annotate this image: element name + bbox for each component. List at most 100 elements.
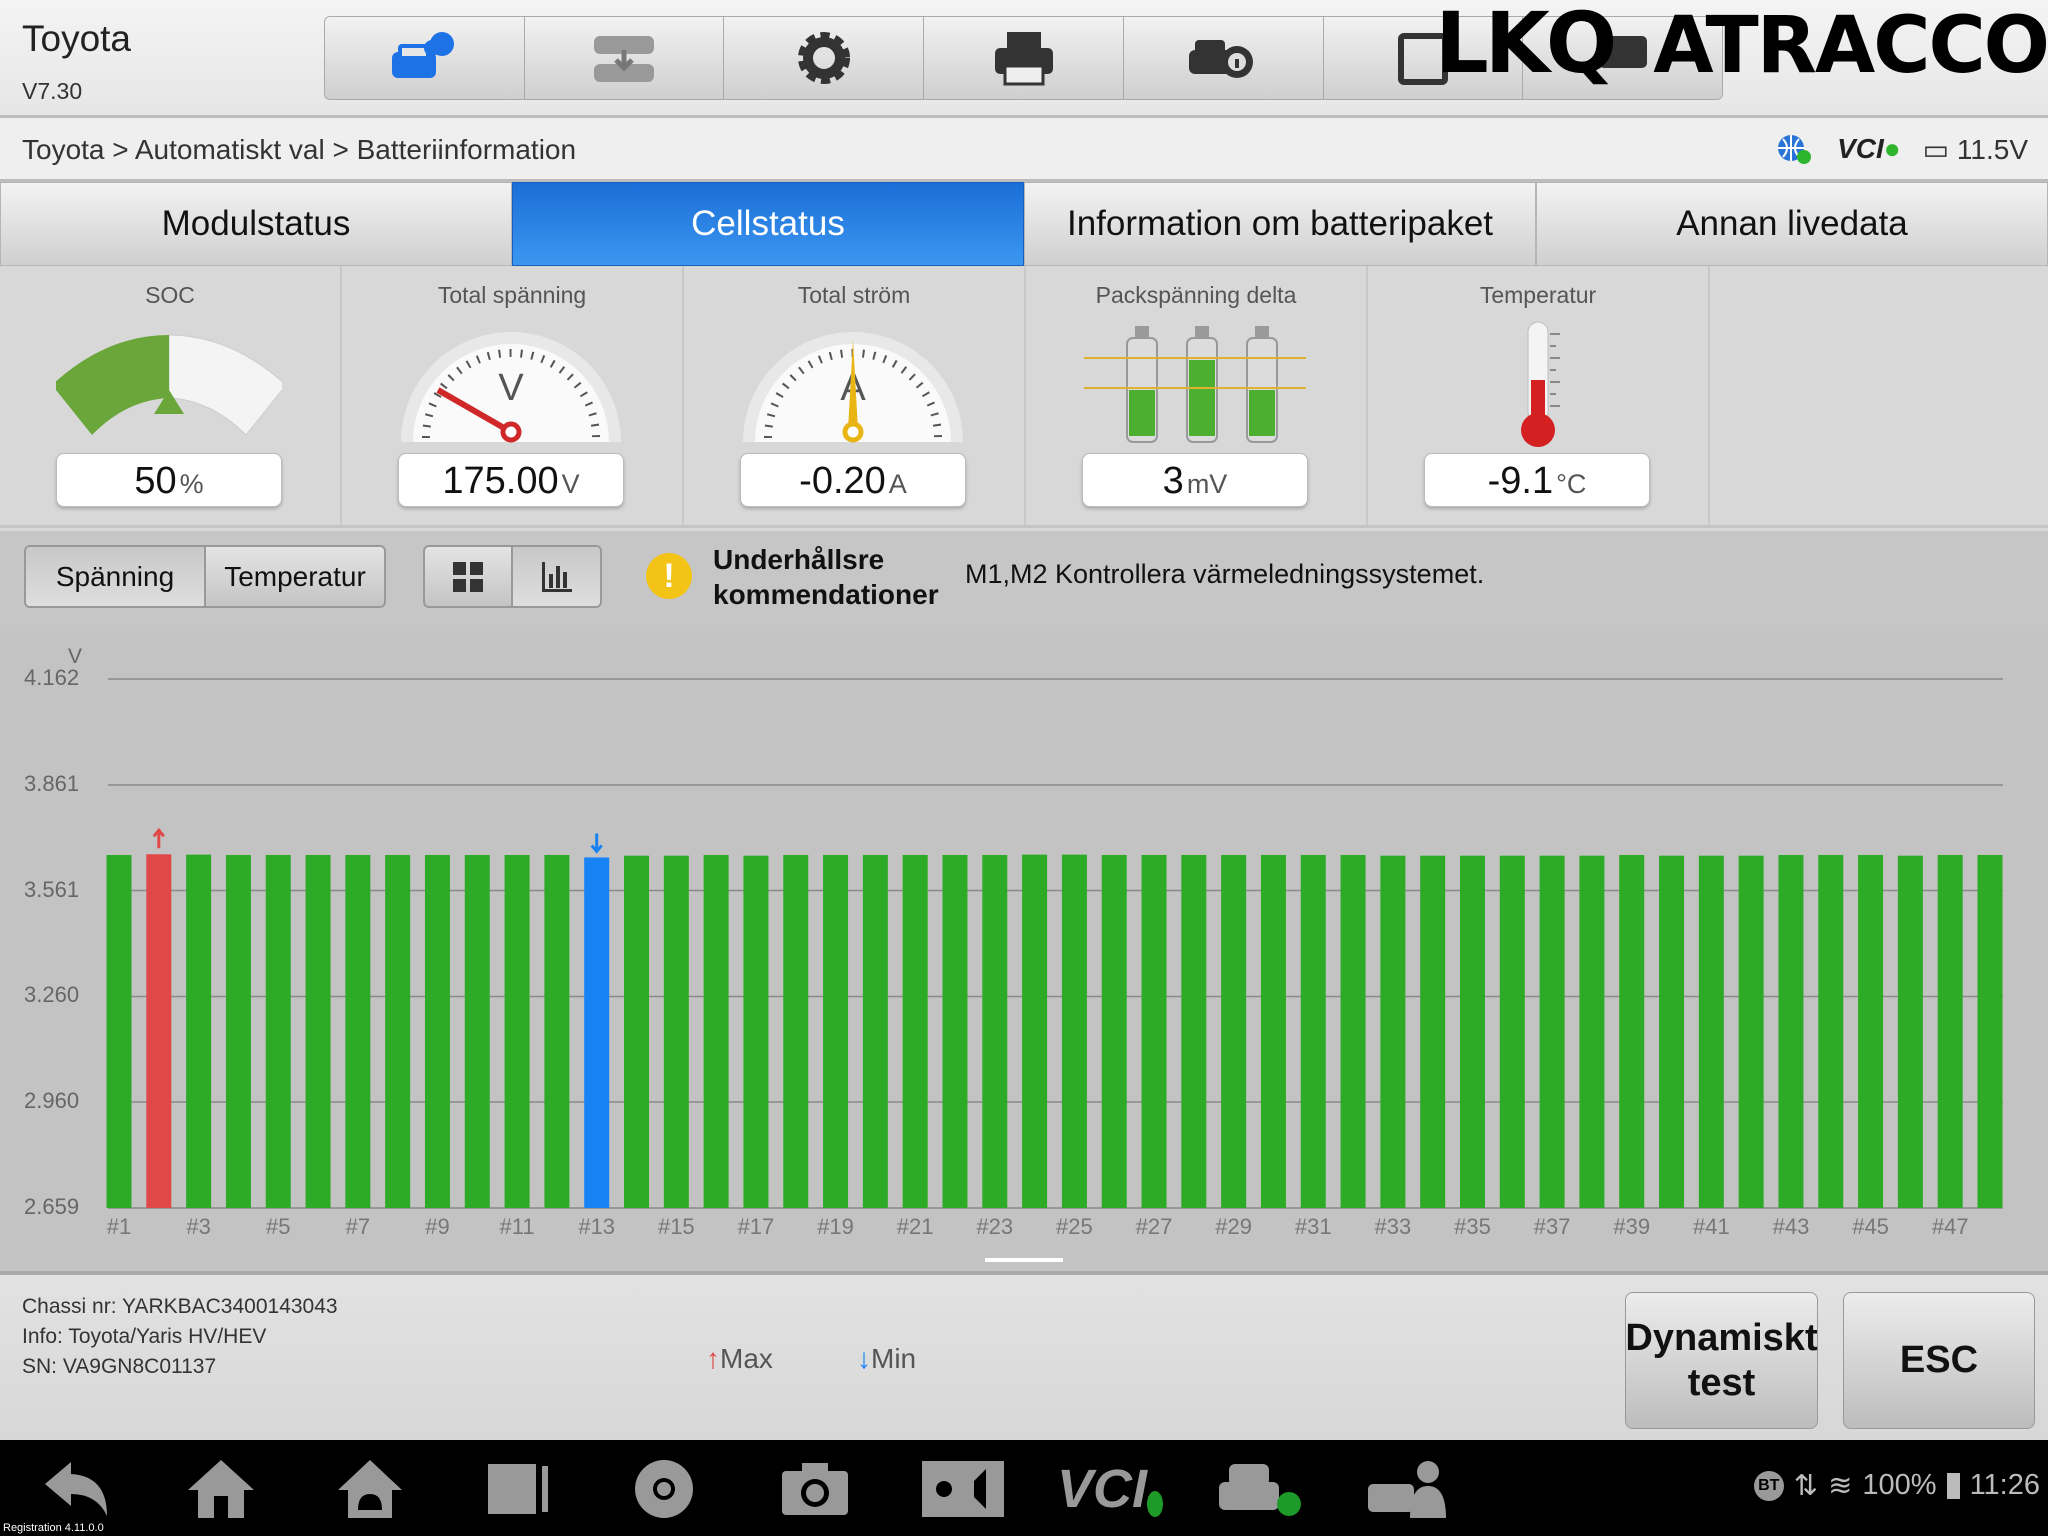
dynamic-test-button[interactable]: Dynamiskt test <box>1625 1292 1818 1429</box>
bar-#44 <box>1818 854 1844 1208</box>
car-lift-button[interactable] <box>525 17 725 99</box>
bar-#8 <box>385 854 411 1208</box>
gauge-label: Total spänning <box>437 282 587 308</box>
battery-voltage: ▭ 11.5V <box>1922 133 2028 165</box>
bar-#37 <box>1539 855 1565 1208</box>
y-tick-label: 3.561 <box>24 876 80 902</box>
warning-icon: ! <box>646 553 692 599</box>
y-axis-unit: V <box>68 645 83 668</box>
bar-chart-icon <box>541 561 572 592</box>
bar-#33 <box>1380 855 1406 1208</box>
system-status: BT ⇅ ≋ 100% 11:26 <box>1753 1468 2040 1503</box>
home-button[interactable] <box>186 1460 256 1518</box>
bar-#43 <box>1778 854 1804 1208</box>
brightness-volume-button[interactable] <box>920 1460 1006 1518</box>
chat-button[interactable] <box>1523 17 1722 99</box>
x-tick-label: #13 <box>578 1214 616 1239</box>
x-tick-label: #41 <box>1692 1214 1730 1239</box>
car-check-icon <box>1219 1464 1301 1516</box>
x-tick-label: #7 <box>345 1214 371 1239</box>
y-tick-label: 3.861 <box>24 770 80 796</box>
car-info-button[interactable] <box>1124 17 1324 99</box>
bar-#21 <box>902 854 928 1208</box>
bar-#16 <box>703 854 729 1208</box>
clock: 11:26 <box>1969 1469 2040 1501</box>
home-icon <box>188 1460 254 1518</box>
arrow-down-icon: ↓ <box>857 1343 871 1374</box>
esc-button[interactable]: ESC <box>1843 1292 2035 1429</box>
bar-#24 <box>1022 854 1048 1208</box>
bar-#10 <box>464 854 490 1208</box>
bar-#19 <box>823 854 849 1208</box>
breadcrumb: Toyota > Automatiskt val > Batteriinform… <box>22 134 577 165</box>
mode-temperature-button[interactable]: Temperatur <box>224 560 366 592</box>
printer-icon <box>994 32 1053 86</box>
x-tick-label: #45 <box>1852 1214 1889 1239</box>
gauge-panel: SOC 50% Total spänning V 175.00 V Total s… <box>0 266 2048 528</box>
chart-controls: Spänning Temperatur ! Underhållsre kommen… <box>0 531 2048 631</box>
x-tick-label: #29 <box>1215 1214 1252 1239</box>
footer: Chassi nr: YARKBAC3400143043 Info: Toyot… <box>0 1271 2048 1440</box>
x-tick-label: #1 <box>106 1214 132 1239</box>
bar-#42 <box>1738 855 1764 1208</box>
x-tick-label: #33 <box>1374 1214 1412 1239</box>
bar-#17 <box>743 855 769 1208</box>
bar-#13 <box>584 857 610 1208</box>
bar-#4 <box>225 854 251 1208</box>
bar-#20 <box>862 854 888 1208</box>
x-tick-label: #39 <box>1613 1214 1651 1239</box>
x-tick-label: #27 <box>1135 1214 1173 1239</box>
grid-view-button[interactable] <box>425 547 513 606</box>
recent-apps-icon <box>488 1464 548 1514</box>
x-tick-label: #5 <box>265 1214 291 1239</box>
pack-voltage-delta-gauge: Packspänning delta 3 mV <box>1026 266 1368 525</box>
bar-#45 <box>1858 854 1884 1208</box>
android-home-button[interactable] <box>336 1460 404 1518</box>
temperature-gauge: Temperatur -9.1 °C <box>1368 266 1710 525</box>
bar-view-button[interactable] <box>513 547 600 606</box>
bar-#9 <box>424 854 450 1208</box>
globe-connected-icon <box>1778 135 1812 164</box>
back-button[interactable] <box>38 1460 113 1518</box>
chart-svg <box>106 678 2003 1209</box>
remote-expert-button[interactable] <box>1366 1460 1450 1518</box>
camera-icon <box>782 1463 848 1515</box>
browser-button[interactable] <box>632 1460 696 1518</box>
ammeter-icon: A <box>743 332 963 443</box>
page-indicator[interactable] <box>985 1258 1063 1262</box>
bar-#29 <box>1221 854 1247 1208</box>
car-person-icon <box>1368 1461 1446 1518</box>
bar-#26 <box>1101 854 1127 1208</box>
gauge-label: Total ström <box>797 282 911 308</box>
lkq-atracco-logo: LKQ ATRACCO <box>1435 0 2048 92</box>
bar-#32 <box>1340 854 1366 1208</box>
tab-cellstatus[interactable]: Cellstatus <box>512 182 1024 266</box>
print-button[interactable] <box>924 17 1124 99</box>
vci-button[interactable]: VCI <box>1057 1459 1163 1519</box>
soc-gauge: SOC 50% <box>0 266 342 525</box>
settings-button[interactable] <box>724 17 925 99</box>
bar-#22 <box>942 854 968 1208</box>
x-tick-label: #47 <box>1931 1214 1969 1239</box>
battery-cells-icon <box>1084 326 1306 443</box>
x-tick-label: #21 <box>896 1214 934 1239</box>
back-icon <box>44 1462 107 1516</box>
tab-modulstatus[interactable]: Modulstatus <box>0 182 512 266</box>
bar-#6 <box>305 854 331 1208</box>
bar-#34 <box>1420 855 1446 1208</box>
bar-#28 <box>1181 854 1207 1208</box>
maintenance-recommendations-title: Underhållsre kommendationer <box>713 544 939 610</box>
tab-battery-pack-info[interactable]: Information om batteripaket <box>1024 182 1536 266</box>
recent-apps-button[interactable] <box>486 1460 552 1518</box>
vehicle-button[interactable] <box>1215 1460 1301 1518</box>
mode-voltage-button[interactable]: Spänning <box>26 547 206 606</box>
camera-button[interactable] <box>780 1460 850 1518</box>
view-toggle <box>423 545 602 608</box>
window-button[interactable] <box>1324 17 1524 99</box>
chrome-icon <box>635 1460 693 1518</box>
car-cloud-button[interactable] <box>325 17 525 99</box>
x-tick-label: #35 <box>1454 1214 1491 1239</box>
tab-other-live-data[interactable]: Annan livedata <box>1536 182 2048 266</box>
bar-#12 <box>544 854 570 1208</box>
legend-min: ↓Min <box>857 1343 917 1374</box>
